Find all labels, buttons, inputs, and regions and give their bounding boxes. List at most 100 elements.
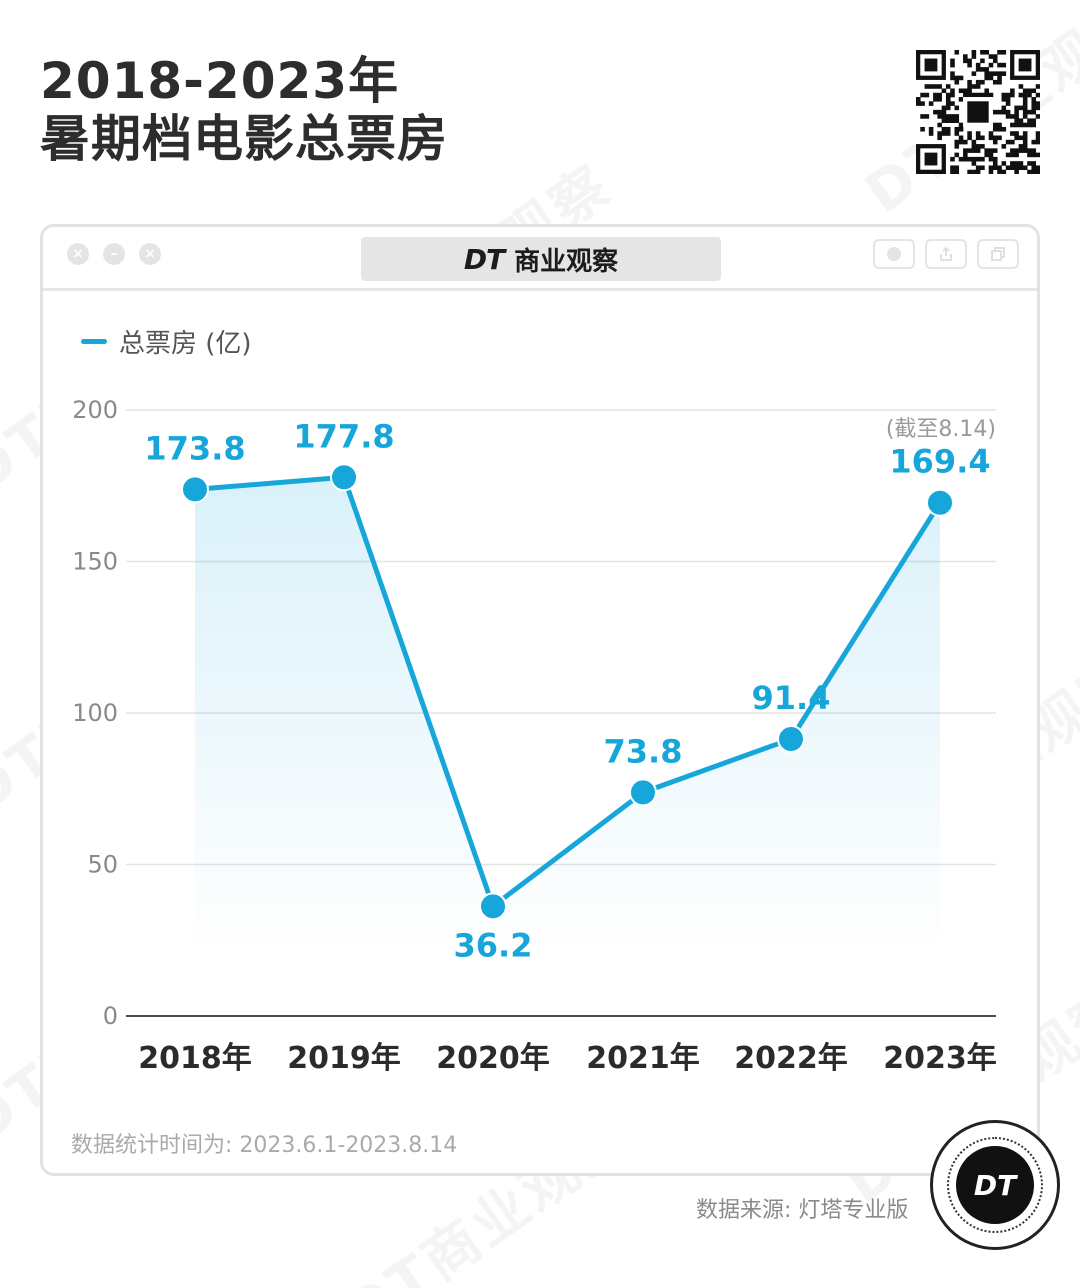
qr-module	[945, 126, 951, 132]
qr-module	[975, 144, 981, 149]
window-titlebar: × – × DT 商业观察	[43, 227, 1037, 291]
qr-module	[954, 75, 960, 81]
qr-module	[1022, 101, 1028, 106]
qr-module	[992, 126, 998, 132]
record-button[interactable]	[873, 239, 915, 269]
qr-module	[1022, 97, 1028, 102]
qr-module	[1005, 165, 1011, 171]
address-bar: DT 商业观察	[361, 237, 721, 281]
dt-badge[interactable]: DT	[930, 1120, 1060, 1250]
qr-module	[971, 156, 977, 162]
qr-module	[963, 156, 968, 162]
qr-module	[1001, 161, 1007, 166]
qr-module	[963, 54, 968, 59]
qr-module	[988, 54, 994, 59]
qr-module	[984, 152, 989, 158]
qr-module	[1035, 165, 1040, 171]
qr-module	[1022, 122, 1028, 128]
qr-module	[945, 101, 951, 106]
qr-module	[954, 152, 960, 158]
share-icon	[940, 246, 952, 261]
qr-module	[992, 79, 998, 85]
qr-module	[950, 75, 955, 81]
qr-module	[1014, 109, 1019, 115]
qr-code[interactable]	[916, 50, 1040, 174]
qr-module	[924, 114, 930, 119]
qr-module	[1031, 152, 1037, 158]
qr-module	[1031, 101, 1037, 106]
qr-module	[920, 92, 925, 98]
qr-module	[971, 92, 977, 98]
qr-module	[1014, 122, 1019, 128]
qr-module	[1010, 161, 1015, 166]
x-tick-label: 2021年	[586, 1041, 700, 1076]
qr-module	[963, 88, 968, 94]
qr-module	[1001, 105, 1007, 111]
share-button[interactable]	[925, 239, 967, 269]
close-icon[interactable]: ×	[67, 243, 89, 265]
qr-module	[975, 79, 981, 85]
qr-module	[1022, 135, 1028, 141]
qr-module	[954, 131, 960, 136]
qr-module	[958, 88, 964, 94]
qr-module	[992, 122, 998, 128]
chart-annotation: (截至8.14)	[886, 417, 996, 442]
qr-module	[924, 92, 930, 98]
qr-module	[1018, 105, 1024, 111]
qr-module	[1018, 122, 1024, 128]
qr-module	[1031, 165, 1037, 171]
qr-module	[933, 84, 938, 89]
qr-module	[980, 58, 985, 64]
window-controls: × – ×	[67, 243, 161, 265]
qr-module	[1010, 148, 1015, 153]
qr-finder-core	[1018, 58, 1032, 72]
qr-module	[992, 161, 998, 166]
qr-module	[980, 79, 985, 85]
qr-module	[1018, 118, 1024, 123]
data-point	[479, 892, 507, 921]
qr-module	[954, 50, 960, 55]
badge-logo: DT	[956, 1146, 1034, 1224]
qr-module	[937, 122, 942, 128]
qr-module	[984, 88, 989, 94]
qr-module	[975, 148, 981, 153]
minimize-icon[interactable]: –	[103, 243, 125, 265]
qr-module	[988, 135, 994, 141]
qr-module	[967, 92, 972, 98]
qr-module	[963, 92, 968, 98]
qr-module	[1027, 148, 1032, 153]
title-line-1: 2018-2023年	[40, 52, 400, 110]
qr-module	[984, 148, 989, 153]
maximize-icon[interactable]: ×	[139, 243, 161, 265]
qr-module	[1022, 144, 1028, 149]
qr-module	[941, 114, 947, 119]
qr-module	[1031, 105, 1037, 111]
qr-module	[945, 92, 951, 98]
qr-module	[1035, 92, 1040, 98]
qr-module	[1031, 88, 1037, 94]
qr-module	[1005, 152, 1011, 158]
qr-module	[928, 126, 934, 132]
qr-module	[950, 71, 955, 76]
y-tick-label: 50	[87, 851, 118, 879]
qr-module	[937, 114, 942, 119]
qr-module	[1001, 144, 1007, 149]
data-label: 177.8	[293, 417, 394, 455]
qr-finder-core	[924, 152, 938, 166]
qr-module	[1035, 105, 1040, 111]
qr-module	[1022, 165, 1028, 171]
qr-module	[988, 75, 994, 81]
qr-module	[945, 118, 951, 123]
copy-button[interactable]	[977, 239, 1019, 269]
qr-module	[958, 135, 964, 141]
qr-module	[1010, 165, 1015, 171]
qr-module	[937, 92, 942, 98]
x-tick-label: 2018年	[138, 1041, 252, 1076]
qr-module	[954, 169, 960, 174]
qr-module	[997, 75, 1002, 81]
qr-module	[1001, 92, 1007, 98]
qr-module	[992, 139, 998, 145]
data-point	[181, 475, 209, 504]
qr-module	[997, 165, 1002, 171]
qr-module	[954, 126, 960, 132]
